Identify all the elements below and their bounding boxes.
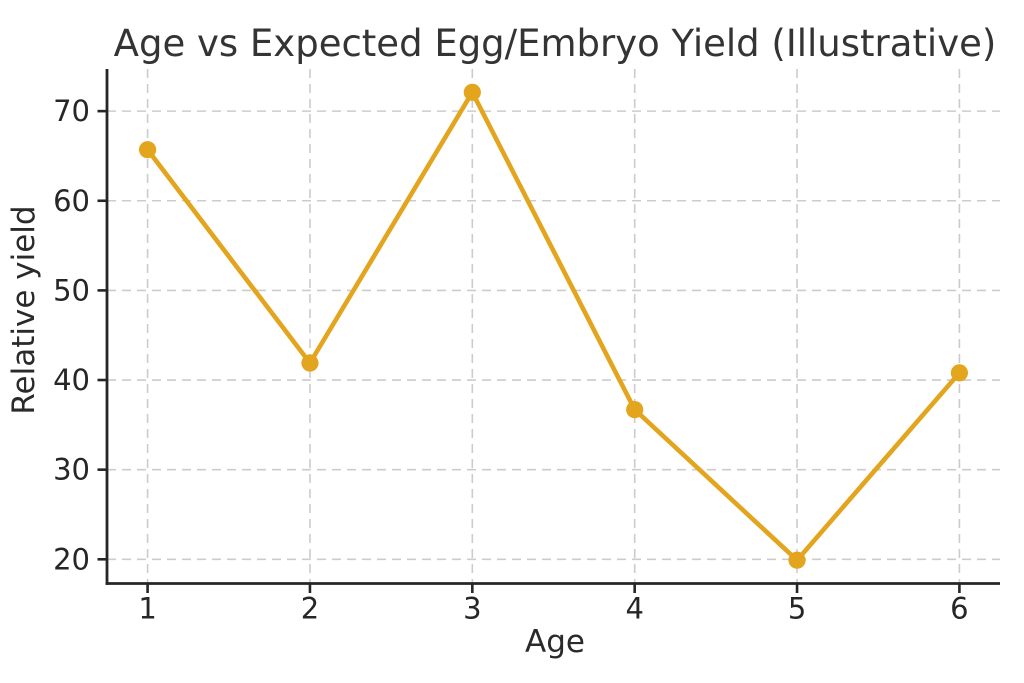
data-point-marker [788, 551, 806, 569]
data-point-marker [138, 141, 157, 159]
y-tick-label: 30 [53, 453, 90, 487]
data-point-marker [626, 401, 644, 419]
axes-spines [105, 69, 1000, 585]
y-tick-label: 70 [53, 94, 90, 128]
line-series-layer [138, 83, 969, 569]
data-point-marker [950, 364, 969, 382]
tick-layer [97, 109, 961, 593]
x-tick-label: 5 [788, 592, 806, 626]
y-tick-label: 20 [53, 542, 90, 576]
data-point-marker [463, 83, 481, 101]
x-tick-label: 2 [301, 592, 319, 626]
y-tick-label: 40 [53, 363, 90, 397]
chart-title: Age vs Expected Egg/Embryo Yield (Illust… [114, 22, 997, 65]
x-tick-label: 4 [625, 592, 643, 626]
y-tick-label: 60 [53, 184, 90, 218]
data-point-marker [301, 354, 319, 372]
y-tick-label: 50 [53, 273, 90, 307]
x-tick-label: 6 [950, 592, 968, 626]
y-axis-label: Relative yield [6, 205, 42, 414]
yield-line-series [145, 90, 962, 563]
tick-label-layer: 20 30 40 50 60 70 1 2 3 4 5 6 [53, 94, 969, 625]
grid-layer [107, 69, 1000, 584]
x-tick-label: 1 [138, 592, 156, 626]
x-axis-label: Age [525, 624, 585, 660]
x-tick-label: 3 [463, 592, 481, 626]
